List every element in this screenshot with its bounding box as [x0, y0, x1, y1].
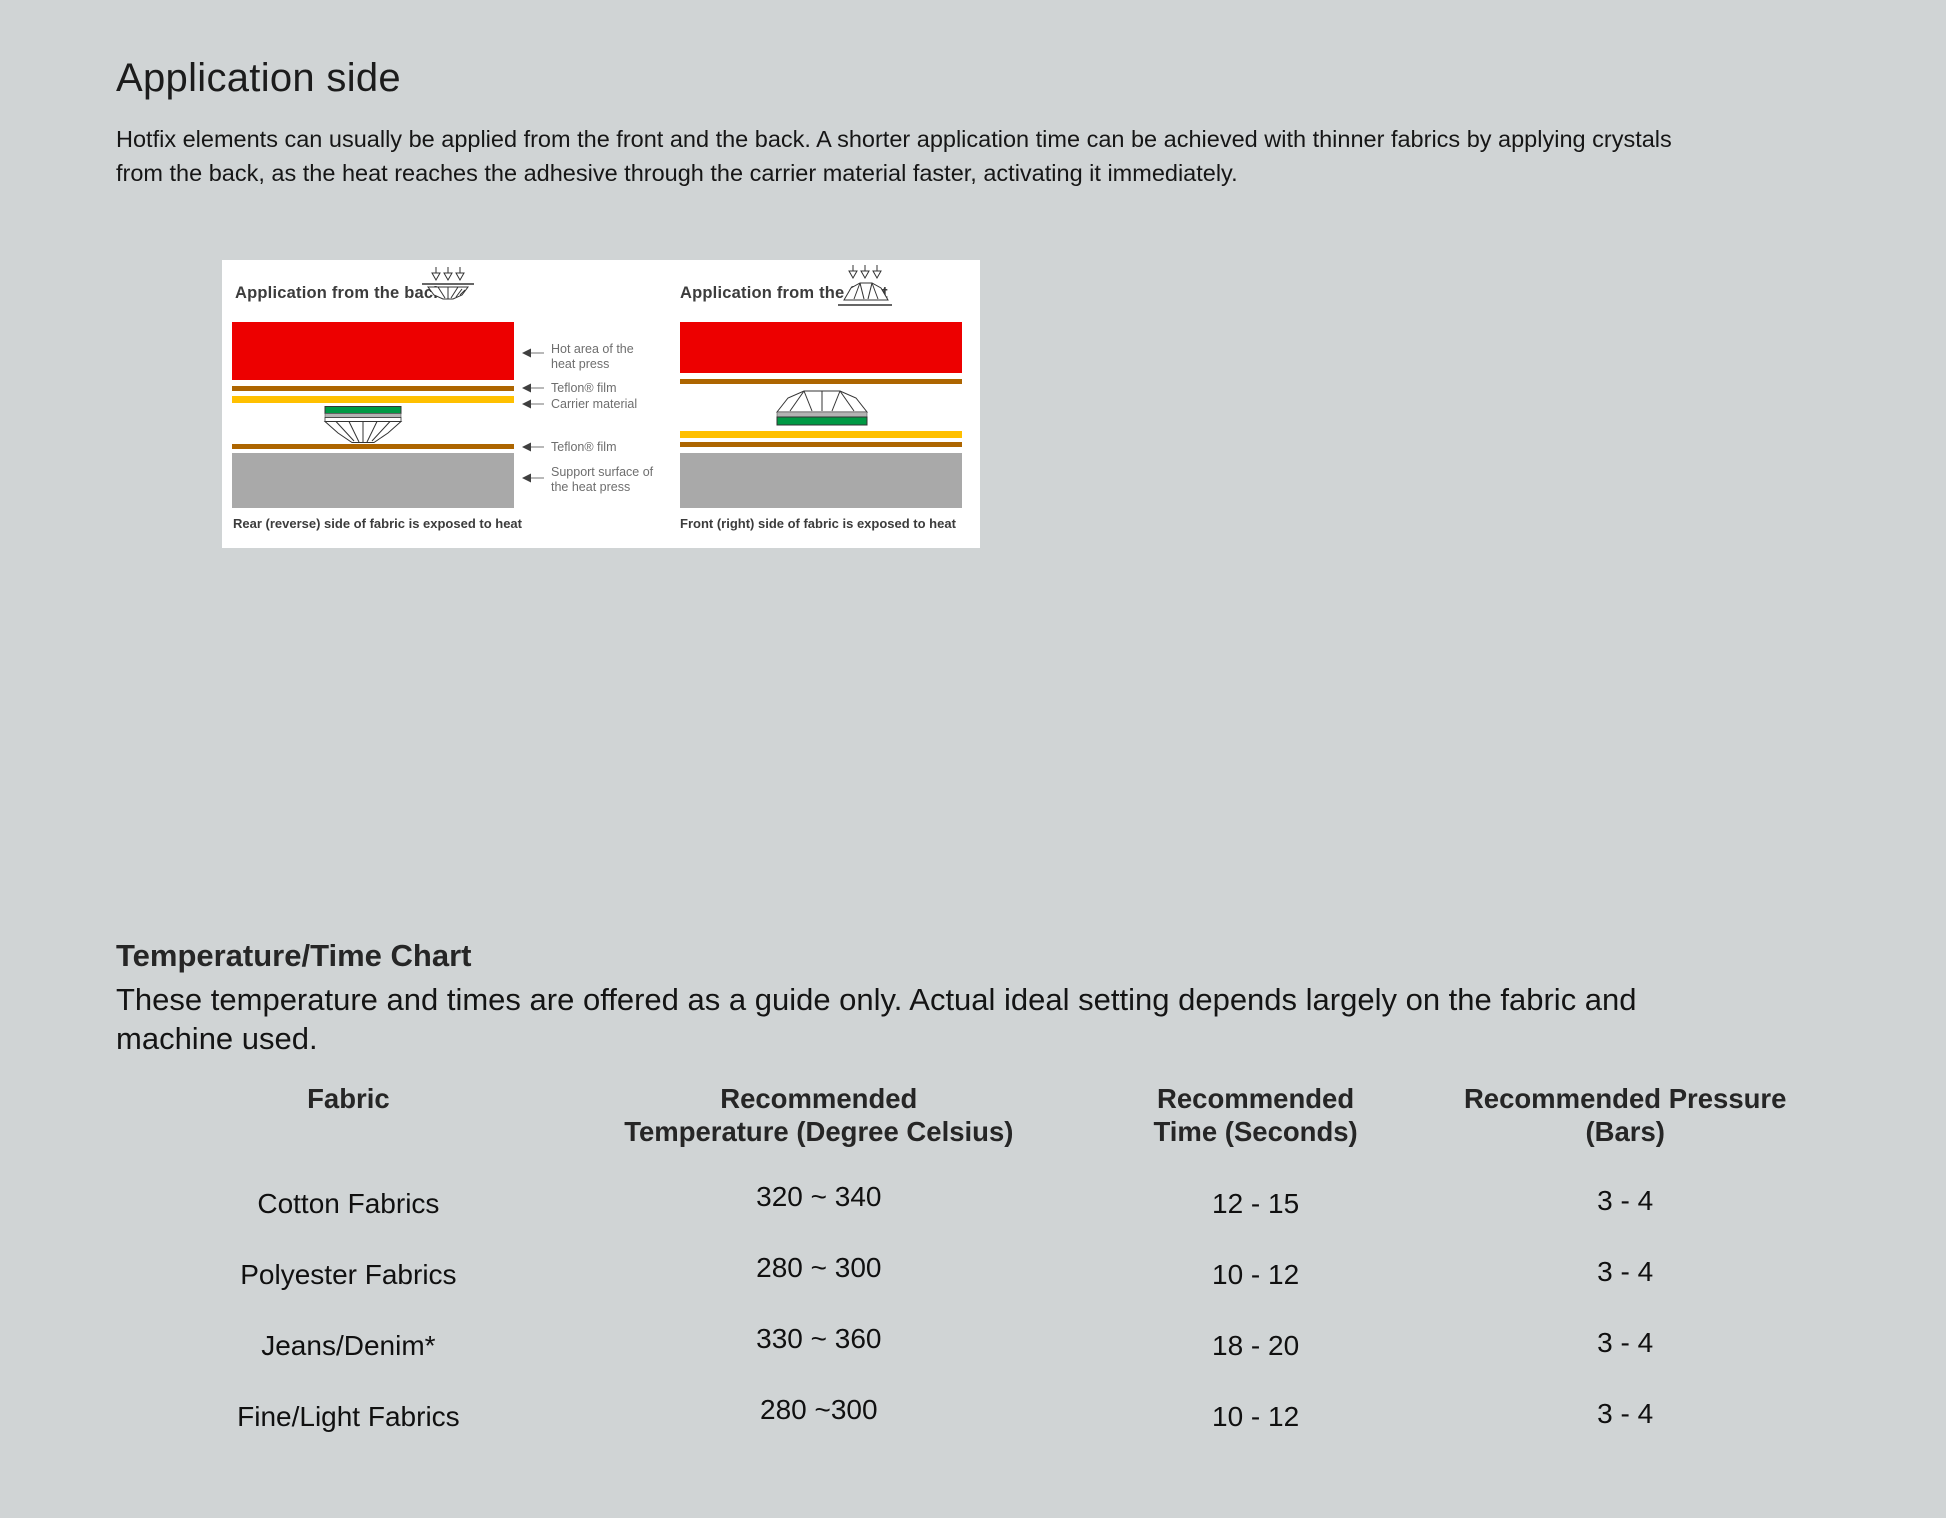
chart-section-subtitle: These temperature and times are offered … — [116, 980, 1637, 1058]
left-arrow-icon — [522, 383, 544, 393]
left-arrow-icon — [522, 348, 544, 358]
back-diagram-caption: Rear (reverse) side of fabric is exposed… — [233, 516, 522, 531]
table-cell: 280 ~300 — [760, 1393, 878, 1425]
left-arrow-icon — [522, 399, 544, 409]
table-row: Cotton Fabrics 320 ~ 340 12 - 15 3 - 4 — [130, 1168, 1810, 1239]
header-pressure: Recommended Pressure (Bars) — [1440, 1082, 1810, 1148]
header-line: (Bars) — [1585, 1116, 1665, 1147]
intro-line: Hotfix elements can usually be applied f… — [116, 126, 1672, 152]
label-teflon-bottom: Teflon® film — [522, 440, 616, 455]
teflon-film-top-back — [232, 386, 514, 391]
table-cell: 280 ~ 300 — [756, 1251, 882, 1283]
table-row: Fine/Light Fabrics 280 ~300 10 - 12 3 - … — [130, 1381, 1810, 1452]
label-support: Support surface of the heat press — [522, 465, 653, 495]
header-line: Recommended — [720, 1083, 918, 1114]
hot-area-front — [680, 322, 962, 373]
left-arrow-icon — [522, 473, 544, 483]
header-line: Temperature (Degree Celsius) — [624, 1116, 1014, 1147]
table-row: Polyester Fabrics 280 ~ 300 10 - 12 3 - … — [130, 1239, 1810, 1310]
hot-area-back — [232, 322, 514, 380]
label-line: Teflon® film — [551, 381, 617, 395]
table-body: Cotton Fabrics 320 ~ 340 12 - 15 3 - 4 P… — [130, 1168, 1810, 1452]
table-cell: Polyester Fabrics — [240, 1258, 457, 1290]
crystal-front-icon — [775, 390, 869, 426]
table-cell: 12 - 15 — [1212, 1187, 1300, 1219]
application-diagram-figure: Application from the back — [222, 260, 980, 548]
table-cell: 10 - 12 — [1212, 1400, 1300, 1432]
table-cell: 3 - 4 — [1597, 1255, 1654, 1287]
teflon-film-bottom-back — [232, 444, 514, 449]
teflon-film-bottom-front — [680, 442, 962, 447]
label-line: Teflon® film — [551, 440, 617, 454]
table-cell: 320 ~ 340 — [756, 1180, 882, 1212]
table-header-row: Fabric Recommended Temperature (Degree C… — [130, 1082, 1810, 1148]
carrier-material-back — [232, 396, 514, 403]
carrier-material-front — [680, 431, 962, 438]
label-line: heat press — [551, 357, 610, 371]
back-diagram-title: Application from the back — [235, 284, 443, 302]
label-teflon-top: Teflon® film — [522, 381, 616, 396]
heat-press-front-icon — [838, 265, 892, 306]
table-cell: 3 - 4 — [1597, 1326, 1654, 1358]
support-surface-front — [680, 453, 962, 508]
table-cell: Cotton Fabrics — [257, 1187, 440, 1219]
support-surface-back — [232, 453, 514, 508]
label-line: the heat press — [551, 480, 631, 494]
table-row: Jeans/Denim* 330 ~ 360 18 - 20 3 - 4 — [130, 1310, 1810, 1381]
header-line: Fabric — [307, 1083, 390, 1114]
label-line: Support surface of — [551, 465, 654, 479]
front-diagram-title: Application from the front — [680, 284, 888, 302]
table-cell: 18 - 20 — [1212, 1329, 1300, 1361]
chart-section-heading: Temperature/Time Chart — [116, 938, 472, 973]
header-line: Recommended Pressure — [1463, 1083, 1787, 1114]
intro-paragraph: Hotfix elements can usually be applied f… — [116, 122, 1672, 190]
label-line: Hot area of the — [551, 342, 634, 356]
teflon-film-top-front — [680, 379, 962, 384]
table-cell: Fine/Light Fabrics — [237, 1400, 460, 1432]
page-title: Application side — [116, 56, 401, 100]
table-cell: Jeans/Denim* — [261, 1329, 436, 1361]
header-time: Recommended Time (Seconds) — [1071, 1082, 1441, 1148]
subtitle-line: machine used. — [116, 1021, 318, 1056]
table-cell: 330 ~ 360 — [756, 1322, 882, 1354]
table-cell: 3 - 4 — [1597, 1184, 1654, 1216]
header-line: Recommended — [1157, 1083, 1355, 1114]
header-fabric: Fabric — [130, 1082, 567, 1148]
label-carrier: Carrier material — [522, 397, 637, 412]
left-arrow-icon — [522, 442, 544, 452]
header-temperature: Recommended Temperature (Degree Celsius) — [567, 1082, 1071, 1148]
subtitle-line: These temperature and times are offered … — [116, 982, 1637, 1017]
header-line: Time (Seconds) — [1153, 1116, 1358, 1147]
intro-line: from the back, as the heat reaches the a… — [116, 160, 1238, 186]
label-hot-area: Hot area of the heat press — [522, 342, 634, 372]
front-diagram-caption: Front (right) side of fabric is exposed … — [680, 516, 956, 531]
heat-press-back-icon — [422, 267, 474, 300]
crystal-back-icon — [323, 406, 403, 443]
label-line: Carrier material — [551, 397, 638, 411]
table-cell: 10 - 12 — [1212, 1258, 1300, 1290]
temperature-time-table: Fabric Recommended Temperature (Degree C… — [130, 1082, 1810, 1452]
table-cell: 3 - 4 — [1597, 1397, 1654, 1429]
